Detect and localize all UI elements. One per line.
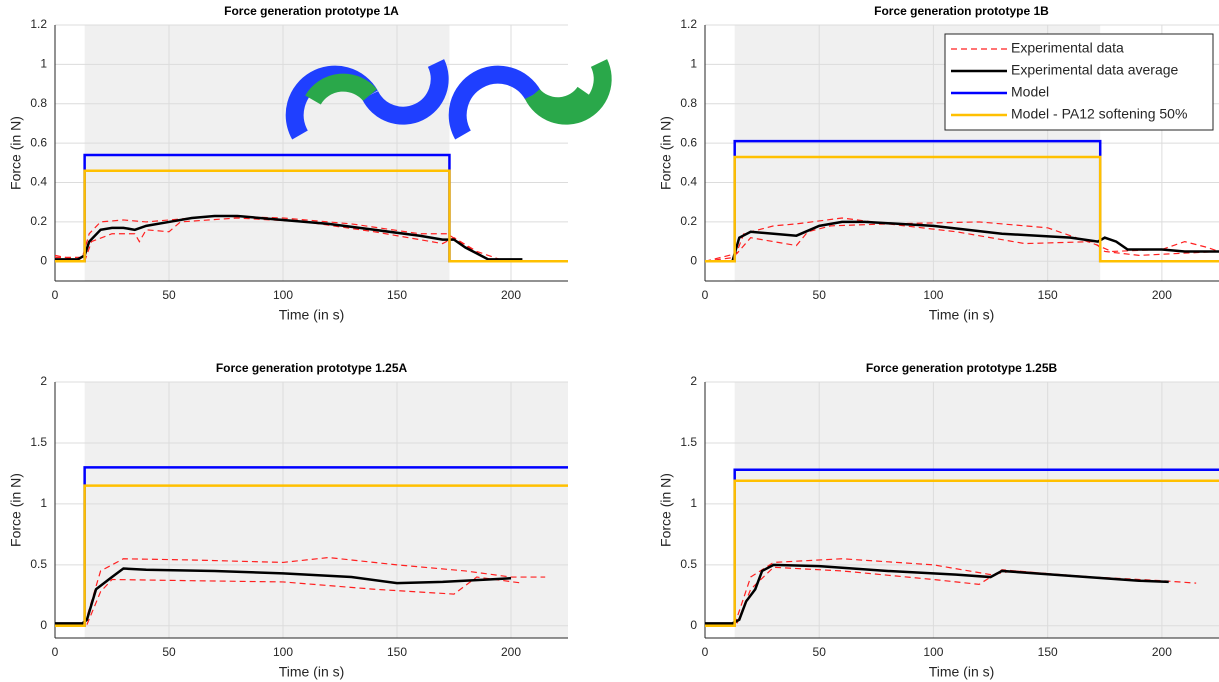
series-line (55, 169, 568, 263)
shaded-region (84, 25, 450, 281)
series-line (705, 563, 1169, 625)
series-line (86, 576, 523, 625)
lines (705, 139, 1219, 263)
y-tick-label: 1 (40, 496, 47, 510)
x-tick-label: 0 (52, 288, 59, 302)
lines (55, 466, 568, 628)
y-tick-label: 0.5 (30, 557, 47, 571)
x-tick-label: 50 (162, 288, 176, 302)
series-line (705, 220, 1219, 263)
illustration (361, 59, 449, 125)
x-tick-label: 0 (52, 645, 59, 659)
chart-title: Force generation prototype 1A (224, 4, 399, 18)
y-tick-label: 0.4 (30, 175, 47, 189)
legend-label: Experimental data (1011, 40, 1124, 56)
y-tick-label: 0.8 (30, 96, 47, 110)
illustration (305, 73, 377, 105)
lines (705, 468, 1219, 628)
y-axis-label: Force (in N) (658, 116, 674, 190)
x-tick-label: 200 (1152, 645, 1172, 659)
y-tick-label: 1.2 (30, 17, 47, 31)
x-tick-label: 0 (702, 288, 709, 302)
x-tick-label: 50 (813, 288, 827, 302)
x-axis-label: Time (in s) (929, 664, 995, 680)
y-tick-label: 0.5 (680, 557, 697, 571)
chart-title: Force generation prototype 1.25A (216, 361, 408, 375)
x-axis-label: Time (in s) (279, 664, 345, 680)
y-tick-label: 0.6 (680, 135, 697, 149)
y-axis-label: Force (in N) (658, 473, 674, 547)
chart-title: Force generation prototype 1.25B (866, 361, 1058, 375)
y-tick-label: 0.4 (680, 175, 697, 189)
y-tick-label: 0 (690, 253, 697, 267)
x-tick-label: 200 (501, 645, 521, 659)
y-tick-label: 0.8 (680, 96, 697, 110)
x-tick-label: 100 (923, 288, 943, 302)
x-tick-label: 200 (501, 288, 521, 302)
x-tick-label: 200 (1152, 288, 1172, 302)
y-tick-label: 0.6 (30, 135, 47, 149)
x-tick-label: 50 (162, 645, 176, 659)
series-line (55, 556, 546, 626)
x-tick-label: 100 (273, 288, 293, 302)
illustration (526, 86, 593, 116)
series-line (55, 217, 500, 262)
series-line (55, 567, 512, 625)
shaded-region (84, 382, 568, 638)
lines (55, 153, 568, 263)
y-tick-label: 1 (690, 57, 697, 71)
x-tick-label: 100 (923, 645, 943, 659)
x-tick-label: 0 (702, 645, 709, 659)
legend-label: Experimental data average (1011, 62, 1179, 78)
x-tick-label: 150 (1038, 645, 1058, 659)
x-axis-label: Time (in s) (929, 307, 995, 323)
x-tick-label: 150 (387, 288, 407, 302)
y-tick-label: 0 (40, 253, 47, 267)
legend-label: Model - PA12 softening 50% (1011, 106, 1187, 122)
x-axis-label: Time (in s) (279, 307, 345, 323)
y-tick-label: 1.5 (30, 435, 47, 449)
y-tick-label: 0 (40, 618, 47, 632)
x-tick-label: 150 (1038, 288, 1058, 302)
y-tick-label: 2 (690, 374, 697, 388)
chart-title: Force generation prototype 1B (874, 4, 1049, 18)
y-tick-label: 1 (690, 496, 697, 510)
y-tick-label: 1.5 (680, 435, 697, 449)
series-line (705, 223, 1219, 262)
y-tick-label: 1 (40, 57, 47, 71)
y-tick-label: 0.2 (30, 214, 47, 228)
x-tick-label: 100 (273, 645, 293, 659)
y-axis-label: Force (in N) (8, 473, 24, 547)
illustration (448, 65, 541, 140)
series-line (705, 479, 1219, 628)
y-tick-label: 2 (40, 374, 47, 388)
series-line (705, 155, 1219, 263)
y-axis-label: Force (in N) (8, 116, 24, 190)
y-tick-label: 0.2 (680, 214, 697, 228)
y-tick-label: 0 (690, 618, 697, 632)
shaded-region (734, 382, 1219, 638)
series-line (55, 484, 568, 628)
y-tick-label: 1.2 (680, 17, 697, 31)
x-tick-label: 150 (387, 645, 407, 659)
x-tick-label: 50 (813, 645, 827, 659)
legend-label: Model (1011, 84, 1049, 100)
